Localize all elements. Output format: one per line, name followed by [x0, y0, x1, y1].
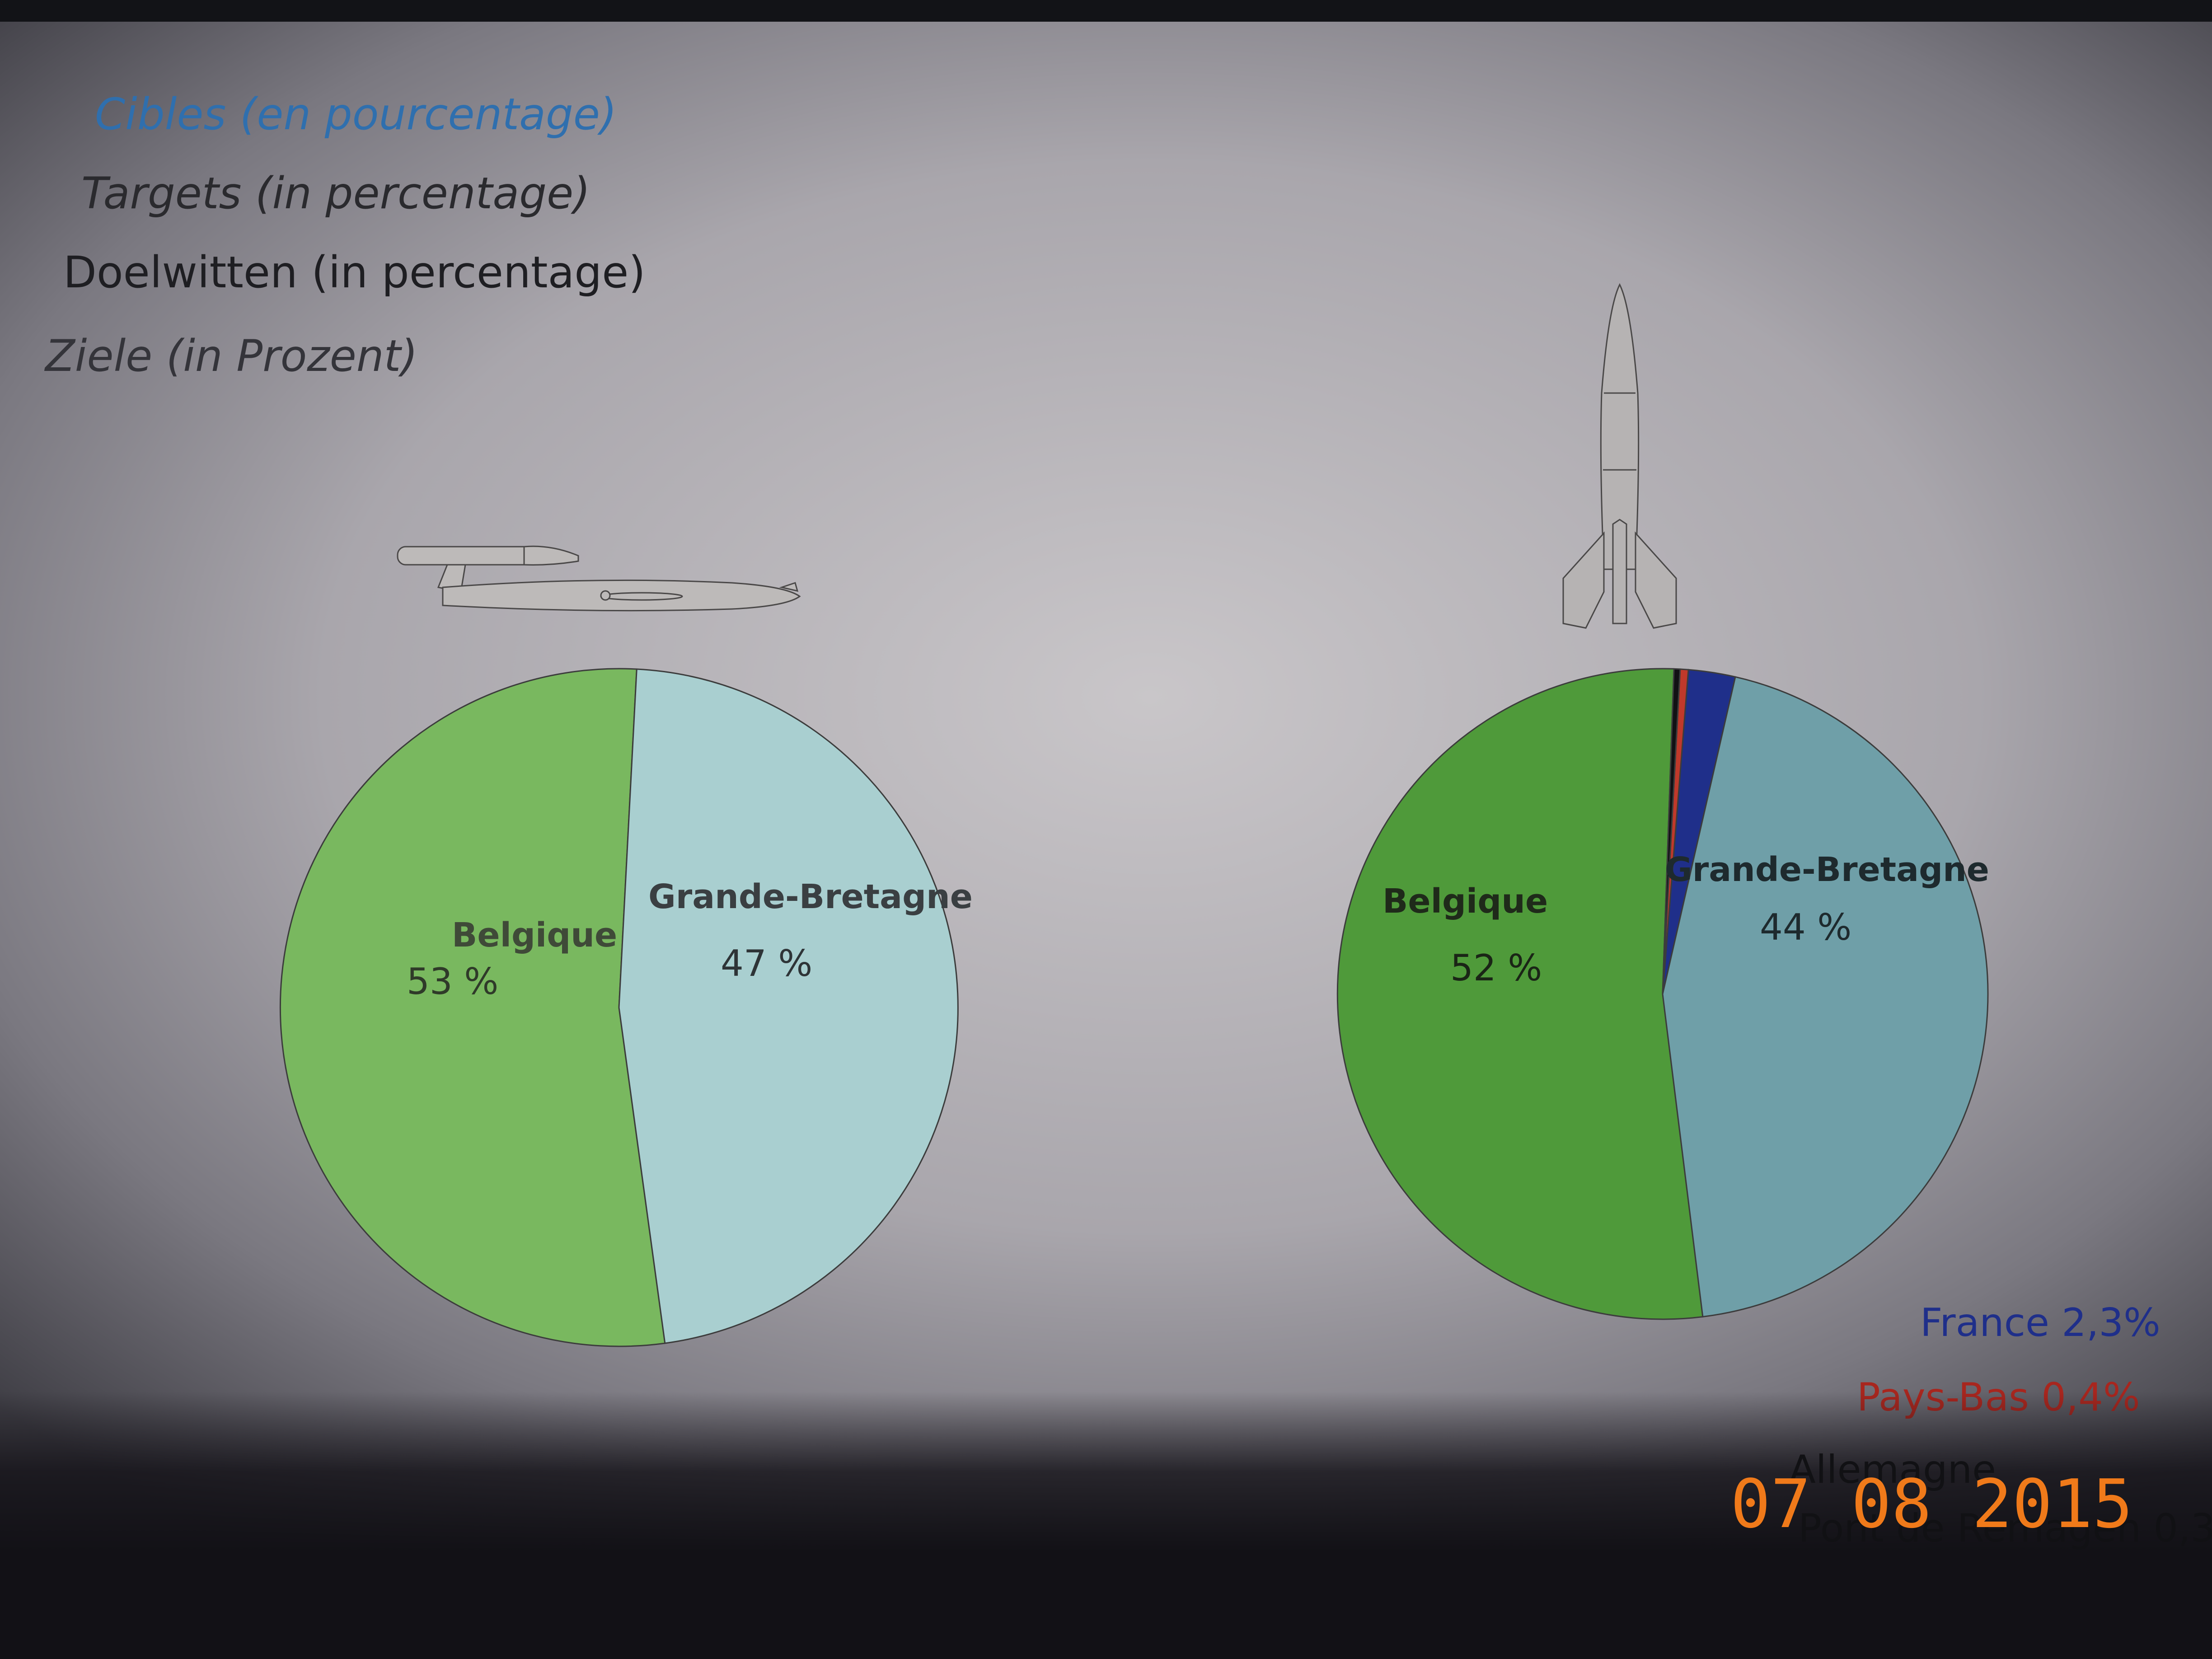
pie-v1-label-grande-bretagne: Grande-Bretagne	[648, 877, 973, 916]
title-english: Targets (in percentage)	[81, 168, 590, 219]
legend-allemagne: Allemagne	[1789, 1447, 1996, 1492]
pie-v1-value-grande-bretagne: 47 %	[721, 942, 812, 984]
pie-v1-value-belgique: 53 %	[407, 961, 498, 1003]
legend-france: France 2,3%	[1920, 1300, 2160, 1345]
pie-slice-grande-bretagne	[618, 668, 959, 1344]
pie-slice-belgique	[1336, 668, 1704, 1320]
pie-v2-value-belgique: 52 %	[1450, 947, 1542, 989]
pie-slice-belgique	[279, 668, 666, 1347]
v2-rocket-icon	[1562, 283, 1677, 629]
title-german: Ziele (in Prozent)	[45, 331, 418, 381]
camera-date-stamp: 07 08 2015	[1730, 1465, 2133, 1543]
bottom-shadow	[0, 1392, 2212, 1659]
pie-v1-label-belgique: Belgique	[452, 916, 617, 955]
pie-v2-label-belgique: Belgique	[1382, 882, 1548, 921]
pie-slice-allemagne	[1662, 668, 1681, 994]
pie-v2-label-grande-bretagne: Grande-Bretagne	[1665, 850, 1989, 889]
pie-chart-v1: Belgique 53 % Grande-Bretagne 47 %	[279, 668, 973, 1347]
top-dark-edge	[0, 0, 2212, 22]
v1-flying-bomb-icon	[397, 545, 801, 612]
pie-v2-value-grande-bretagne: 44 %	[1760, 906, 1851, 948]
title-dutch: Doelwitten (in percentage)	[63, 247, 646, 298]
pie-slice-grande-bretagne	[1662, 676, 1989, 1318]
title-french: Cibles (en pourcentage)	[95, 89, 617, 140]
legend-pont-de-remagen: Pont de Remagen 0,3%	[1798, 1506, 2212, 1551]
pie-chart-v2: Belgique 52 % Grande-Bretagne 44 %	[1336, 668, 1989, 1320]
